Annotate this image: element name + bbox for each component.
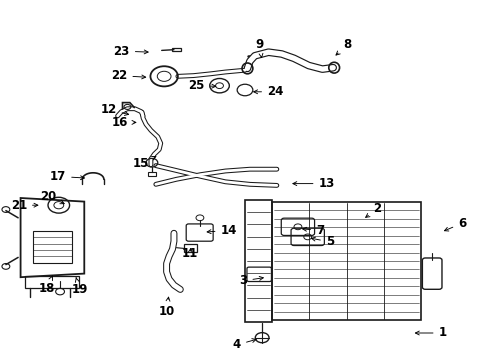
Bar [148,172,156,176]
Text: 3: 3 [239,274,263,287]
Text: 2: 2 [366,202,382,217]
Text: 21: 21 [11,199,38,212]
Text: 4: 4 [233,338,256,351]
Text: 10: 10 [158,297,175,318]
Text: 23: 23 [114,45,148,58]
Text: 16: 16 [112,116,136,129]
Text: 19: 19 [71,278,88,296]
Text: 15: 15 [133,157,156,170]
Text: 1: 1 [416,327,447,339]
Text: 9: 9 [256,39,264,58]
Text: 11: 11 [182,247,198,260]
Text: 18: 18 [38,276,55,294]
Bar [172,48,181,51]
Text: 7: 7 [303,224,324,237]
Text: 14: 14 [207,224,237,237]
Text: 20: 20 [40,190,64,204]
Text: 22: 22 [111,69,146,82]
Text: 24: 24 [254,85,283,98]
Text: 6: 6 [444,217,466,231]
Bar [25,276,79,288]
Bar [184,244,197,252]
Text: 8: 8 [336,39,351,55]
Text: 25: 25 [189,79,216,92]
Text: 12: 12 [100,103,128,116]
Text: 13: 13 [293,177,335,190]
Text: 5: 5 [312,235,334,248]
Text: 17: 17 [50,170,84,183]
Bar [33,231,72,263]
